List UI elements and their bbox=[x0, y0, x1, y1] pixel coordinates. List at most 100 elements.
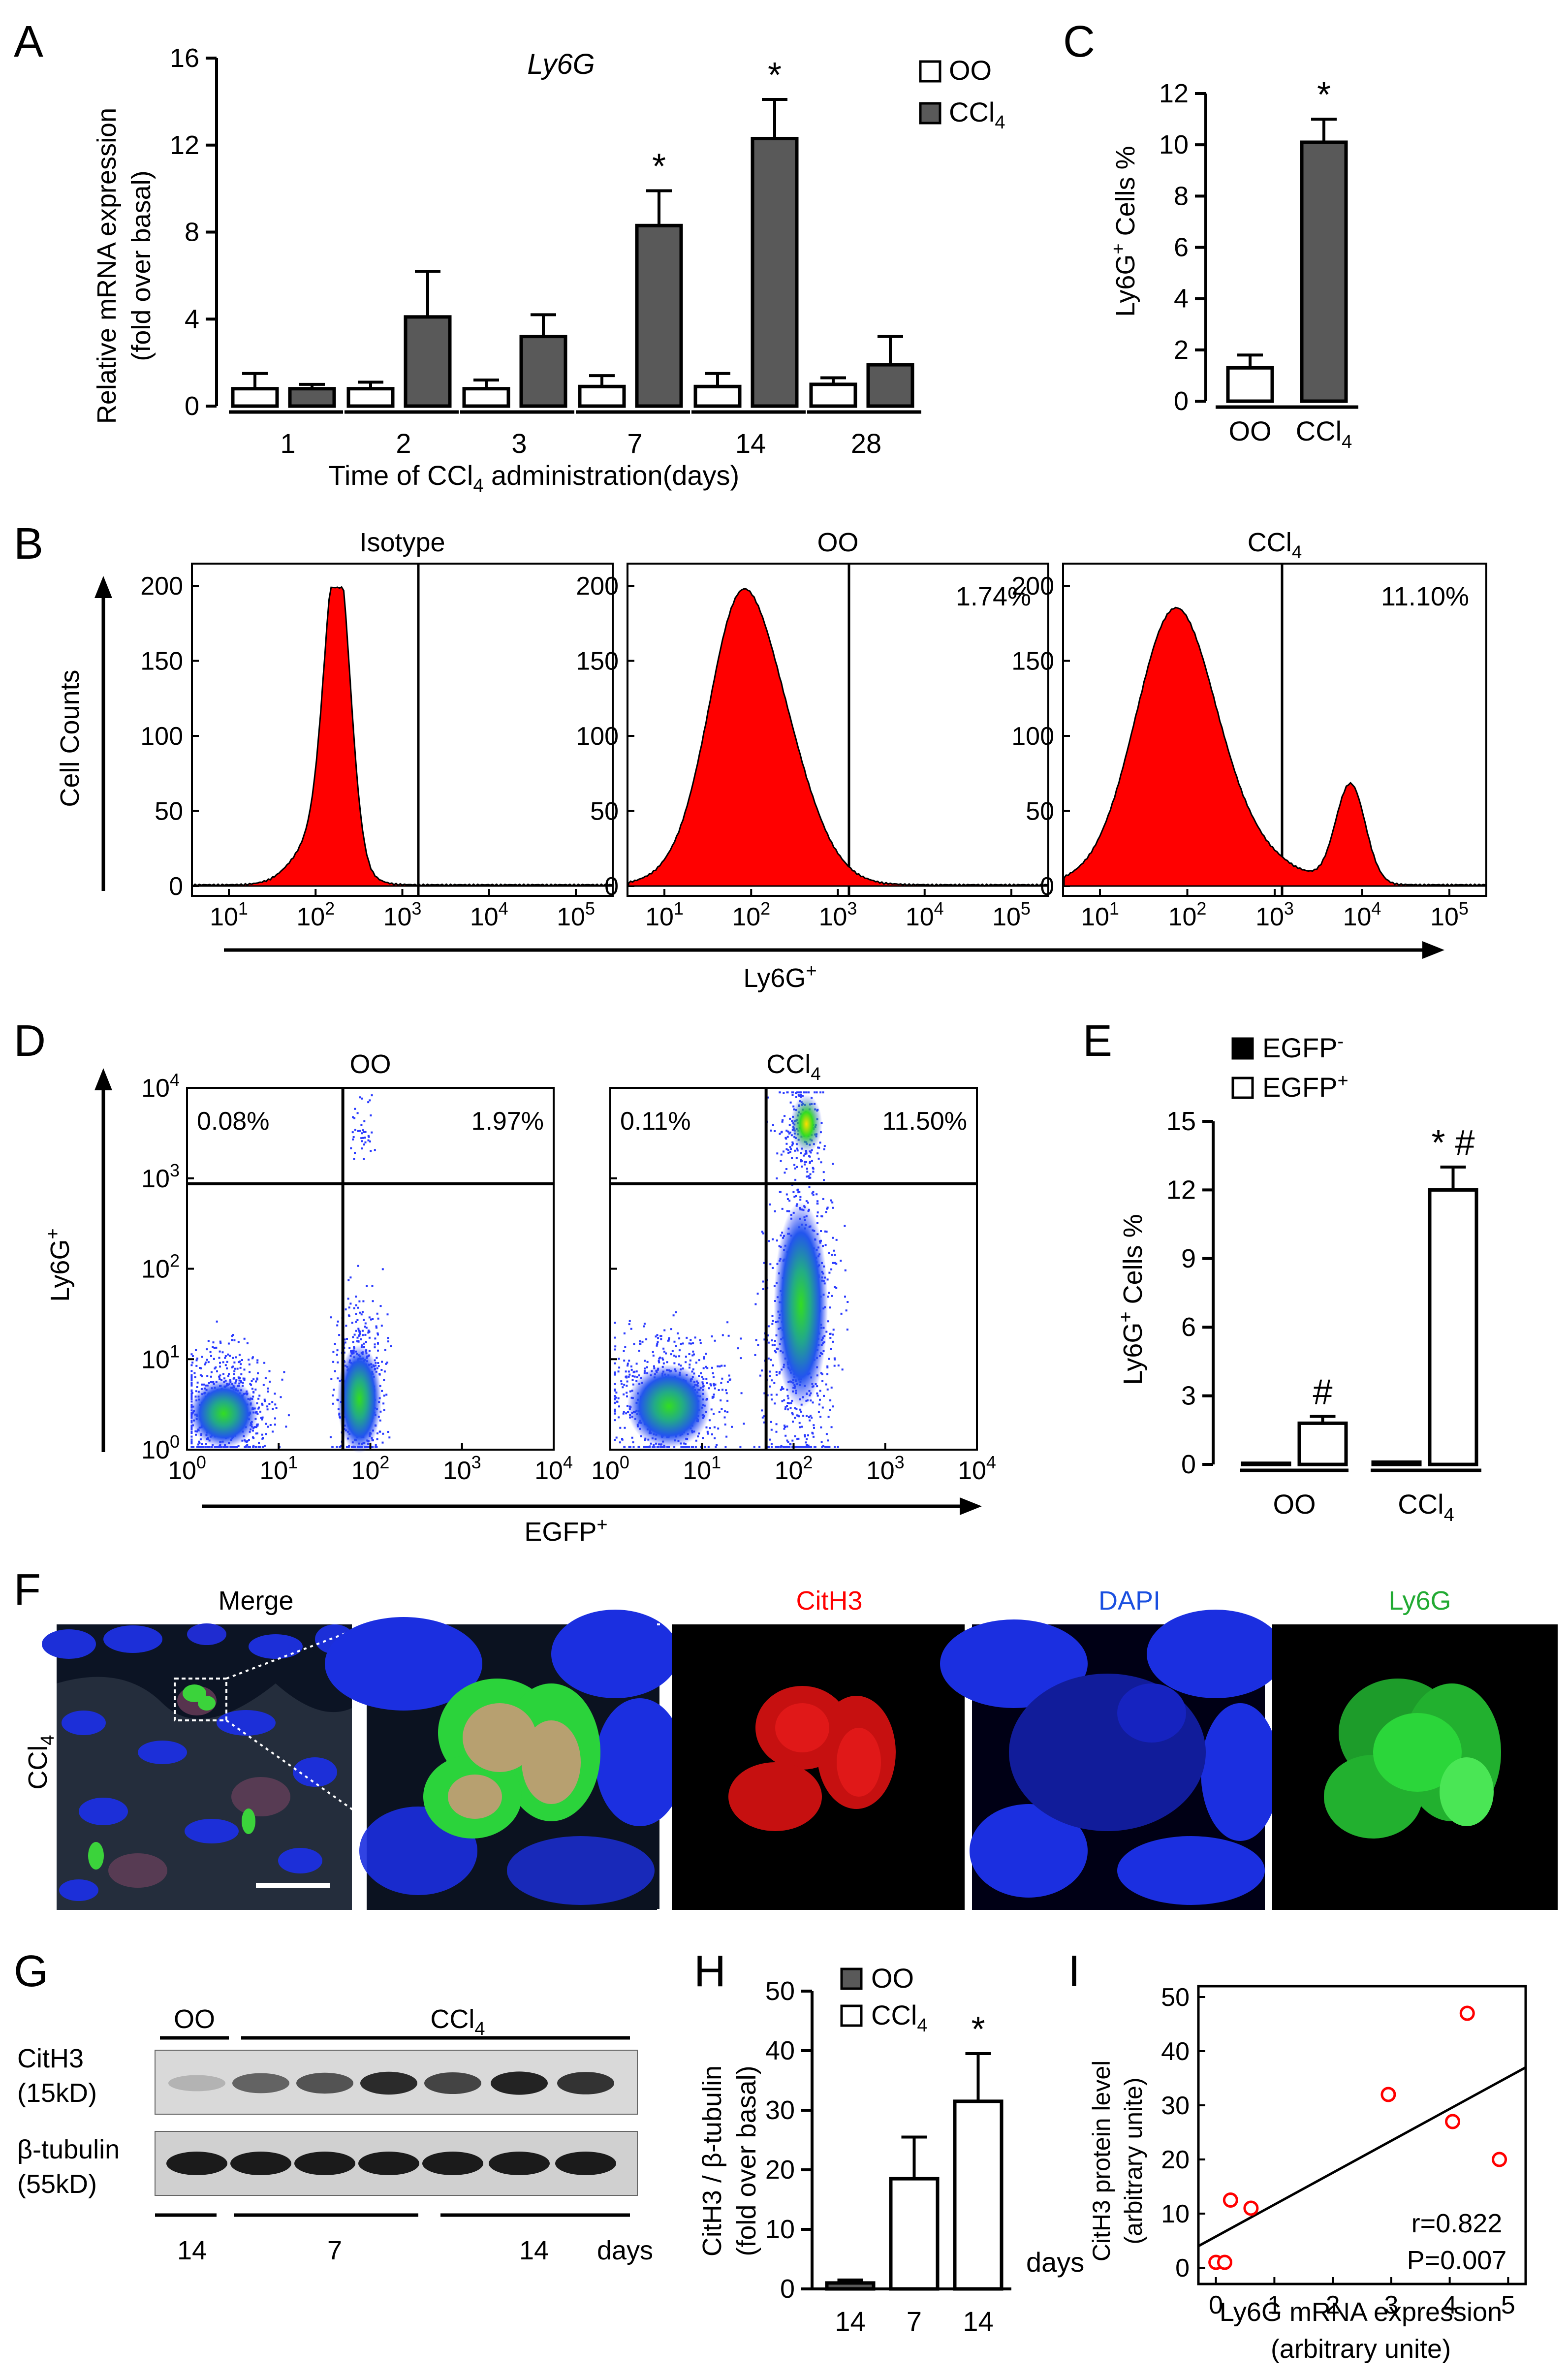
x-category-label: OO bbox=[1228, 415, 1271, 446]
panel-c-y-tick-label: 8 bbox=[1174, 181, 1189, 211]
blot-row-cith3: CitH3 bbox=[17, 2044, 84, 2073]
histogram-distribution bbox=[627, 588, 1048, 887]
x-tick-label: 103 bbox=[866, 1452, 905, 1485]
bar-oo-day-28 bbox=[809, 382, 857, 408]
panel-e-y-tick-label: 6 bbox=[1181, 1312, 1196, 1342]
significance-star: * bbox=[652, 147, 666, 187]
y-tick-label: 40 bbox=[1161, 2037, 1190, 2066]
flow-plot-title: OO bbox=[349, 1049, 391, 1079]
x-tick-label: 2 bbox=[396, 428, 411, 459]
y-tick-label: 101 bbox=[141, 1341, 180, 1374]
panel-a-chart: Ly6G Relative mRNA expression (fold over… bbox=[92, 43, 1005, 496]
bar-oo bbox=[1226, 366, 1274, 403]
bar-oo-day-1 bbox=[231, 387, 279, 408]
bar-ccl4-7 bbox=[889, 2177, 940, 2291]
y-tick-label: 150 bbox=[576, 647, 619, 676]
density-core bbox=[337, 1345, 382, 1454]
flow-event-dots bbox=[753, 1091, 849, 1448]
panel-e-y-tick-label: 12 bbox=[1166, 1175, 1196, 1205]
blot-row-tubulin-size: (55kD) bbox=[17, 2169, 97, 2199]
panel-h-y-tick-label: 40 bbox=[765, 2036, 795, 2065]
panel-a-y-tick-label: 12 bbox=[170, 130, 199, 160]
legend-label-egfp-neg: EGFP- bbox=[1262, 1031, 1344, 1063]
flow-plot-title: CCl4 bbox=[766, 1049, 821, 1084]
panel-a-y-tick-label: 4 bbox=[185, 304, 199, 334]
panel-i-frame bbox=[1197, 1985, 1527, 2285]
bar-oo-14 bbox=[825, 2281, 876, 2291]
x-tick-label: 102 bbox=[775, 1452, 813, 1485]
panel-a-xlabel: Time of CCl4 administration(days) bbox=[329, 460, 739, 496]
x-tick-label: 103 bbox=[1255, 898, 1294, 931]
y-tick-label: 100 bbox=[576, 722, 619, 751]
tubulin-band-lane-2 bbox=[230, 2152, 291, 2175]
histogram-title: OO bbox=[817, 528, 858, 557]
x-tick-label: 1 bbox=[1267, 2291, 1282, 2319]
quadrant-upper-left-percent: 0.11% bbox=[620, 1107, 691, 1136]
panel-f-title-ly6g: Ly6G bbox=[1388, 1586, 1451, 1616]
legend-swatch-h-ccl4 bbox=[840, 2004, 863, 2027]
zoom-region-box bbox=[174, 1678, 227, 1721]
blot-day-7: 7 bbox=[327, 2236, 342, 2265]
blot-label-ccl4: CCl4 bbox=[430, 2004, 485, 2039]
y-tick-label: 100 bbox=[140, 722, 183, 751]
panel-c-y-tick-label: 12 bbox=[1159, 79, 1189, 108]
histogram-isotype: Isotype 0 50 100 150 200 101 102 103 104 105 bbox=[140, 528, 614, 931]
bar-egfp-neg bbox=[1371, 1460, 1422, 1466]
y-tick-label: 0 bbox=[169, 872, 183, 901]
x-tick-label: 0 bbox=[1209, 2291, 1223, 2319]
x-tick-label: 3 bbox=[511, 428, 527, 459]
panel-c-y-tick-label: 4 bbox=[1174, 284, 1189, 314]
panel-letter-d: D bbox=[14, 1016, 46, 1066]
x-tick-label: 14 bbox=[835, 2306, 865, 2337]
legend-swatch-egfp-neg bbox=[1231, 1037, 1254, 1060]
quadrant-upper-left-percent: 0.08% bbox=[197, 1107, 269, 1136]
density-core bbox=[774, 1202, 828, 1408]
tubulin-band-lane-4 bbox=[358, 2152, 419, 2175]
panel-i-xlabel: Ly6G mRNA expression bbox=[1220, 2297, 1502, 2327]
panel-h-y-tick-label: 20 bbox=[765, 2155, 795, 2185]
panel-b-x-arrowhead bbox=[1422, 941, 1444, 959]
panel-d-xlabel: EGFP+ bbox=[524, 1515, 607, 1547]
x-tick-label: 105 bbox=[557, 898, 595, 931]
legend-label-egfp-pos: EGFP+ bbox=[1262, 1071, 1348, 1103]
y-tick-label: 104 bbox=[141, 1070, 180, 1103]
panel-e-y-tick-label: 9 bbox=[1181, 1244, 1196, 1273]
quadrant-upper-right-percent: 11.50% bbox=[882, 1107, 967, 1136]
y-tick-label: 10 bbox=[1161, 2200, 1190, 2228]
panel-f-title-merge: Merge bbox=[218, 1586, 293, 1616]
y-tick-label: 150 bbox=[140, 647, 183, 676]
bar-ccl4-14 bbox=[953, 2099, 1004, 2291]
y-tick-label: 50 bbox=[590, 797, 619, 826]
zoom-line-top bbox=[226, 1623, 370, 1680]
panel-a-ylabel2: (fold over basal) bbox=[126, 170, 156, 361]
group-label: CCl4 bbox=[1398, 1489, 1454, 1525]
data-point bbox=[1243, 2200, 1259, 2216]
panel-i-ylabel2: (arbitrary unite) bbox=[1120, 2078, 1147, 2245]
bar-oo-day-7 bbox=[578, 384, 626, 408]
panel-e-y-tick-label: 3 bbox=[1181, 1381, 1196, 1411]
x-tick-label: 101 bbox=[210, 898, 248, 931]
y-tick-label: 102 bbox=[141, 1251, 180, 1284]
y-tick-label: 103 bbox=[141, 1160, 180, 1193]
blot-row-cith3-size: (15kD) bbox=[17, 2078, 97, 2108]
panel-h-y-tick-label: 50 bbox=[765, 1976, 795, 2006]
y-tick-label: 200 bbox=[140, 572, 183, 601]
panel-i-scatter: CitH3 protein level (arbitrary unite) Ly… bbox=[1088, 1983, 1527, 2364]
data-point bbox=[1445, 2114, 1461, 2129]
cith3-band-lane-2 bbox=[232, 2073, 289, 2094]
x-tick-label: 104 bbox=[958, 1452, 996, 1485]
flow-events bbox=[189, 1094, 392, 1454]
gate-percentage: 1.74% bbox=[956, 582, 1031, 611]
y-tick-label: 200 bbox=[576, 572, 619, 601]
y-tick-label: 0 bbox=[604, 872, 619, 901]
panel-c-y-tick-label: 0 bbox=[1174, 386, 1189, 416]
x-tick-label: 101 bbox=[645, 898, 684, 931]
legend-swatch-oo bbox=[919, 60, 941, 83]
panel-b-xlabel: Ly6G+ bbox=[743, 961, 816, 993]
blot-row-tubulin: β-tubulin bbox=[17, 2135, 120, 2164]
panel-f-title-dapi: DAPI bbox=[1098, 1586, 1160, 1616]
panel-letter-c: C bbox=[1063, 17, 1095, 66]
y-tick-label: 50 bbox=[1161, 1983, 1190, 2012]
significance-mark: * # bbox=[1431, 1123, 1474, 1163]
